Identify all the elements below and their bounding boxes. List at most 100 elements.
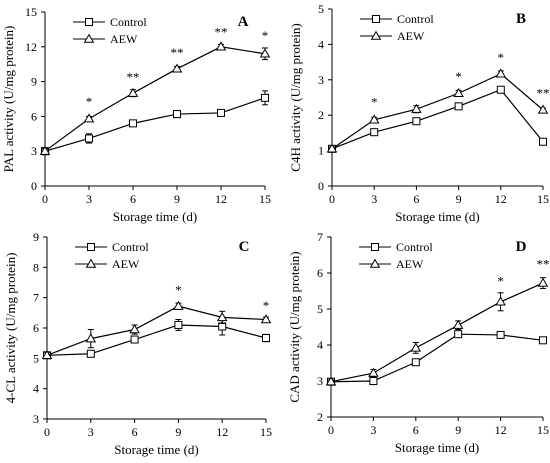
y-tick-label: 3 — [317, 374, 323, 388]
y-tick-label: 8 — [33, 260, 39, 274]
y-tick-label: 12 — [25, 40, 37, 54]
data-point-control — [262, 334, 270, 343]
y-tick-label: 5 — [318, 2, 324, 16]
significance-marker: ** — [127, 70, 140, 85]
x-tick-label: 15 — [537, 423, 549, 437]
y-tick-label: 9 — [31, 75, 37, 89]
panel-label: B — [516, 11, 526, 27]
data-point-control — [412, 117, 421, 126]
x-axis-title: Storage time (d) — [395, 440, 479, 455]
y-tick-label: 0 — [318, 179, 324, 193]
series-line-control — [331, 88, 544, 150]
series-aew — [41, 300, 272, 359]
data-point-control — [369, 377, 378, 385]
series-aew — [326, 68, 549, 153]
x-tick-label: 6 — [132, 425, 138, 439]
x-tick-label: 3 — [86, 192, 92, 206]
series-aew — [325, 277, 549, 386]
significance-marker: ** — [171, 45, 184, 60]
x-axis-title: Storage time (d) — [114, 442, 198, 457]
data-point-aew — [41, 349, 53, 359]
data-point-control — [411, 358, 420, 367]
x-tick-label: 3 — [370, 423, 376, 437]
data-point-control — [217, 108, 225, 117]
legend-marker-aew — [85, 258, 97, 268]
legend-marker-aew — [370, 30, 382, 40]
data-point-aew — [215, 41, 227, 51]
data-point-aew — [326, 143, 338, 153]
data-point-aew — [171, 63, 183, 73]
data-point-aew — [85, 333, 97, 343]
legend-label: AEW — [112, 257, 140, 271]
data-point-aew — [452, 319, 464, 329]
y-tick-label: 0 — [31, 179, 37, 193]
y-tick-label: 2 — [318, 108, 324, 122]
y-tick-label: 1 — [318, 144, 324, 158]
legend-label: Control — [396, 240, 433, 254]
data-point-control — [539, 137, 547, 146]
y-tick-label: 4 — [317, 338, 323, 352]
x-axis-title: Storage time (d) — [395, 209, 479, 224]
series-line-aew — [331, 73, 544, 150]
series-line-aew — [44, 46, 266, 152]
y-axis-title: C4H activity (U/mg protein) — [288, 23, 303, 171]
data-point-aew — [368, 114, 380, 124]
y-tick-label: 15 — [25, 5, 37, 19]
y-axis-title: 4-CL activity (U/mg protein) — [3, 253, 18, 404]
y-tick-label: 7 — [317, 230, 323, 244]
data-point-aew — [260, 314, 272, 324]
panel-label: A — [238, 14, 249, 30]
legend-label: Control — [110, 15, 147, 29]
series-control — [41, 90, 269, 156]
y-tick-label: 6 — [317, 266, 323, 280]
data-point-aew — [495, 296, 506, 306]
x-tick-label: 12 — [216, 425, 228, 439]
x-tick-label: 15 — [259, 192, 271, 206]
y-tick-label: 3 — [33, 412, 39, 426]
data-point-aew — [495, 68, 507, 78]
x-tick-label: 0 — [328, 423, 334, 437]
significance-marker: * — [371, 94, 378, 109]
y-tick-label: 5 — [33, 351, 39, 365]
data-point-aew — [83, 113, 95, 123]
series-line-control — [330, 333, 544, 383]
x-tick-label: 9 — [175, 425, 181, 439]
significance-marker: * — [498, 50, 505, 65]
data-point-aew — [325, 376, 337, 386]
x-axis-title: Storage time (d) — [113, 209, 197, 224]
data-point-aew — [537, 277, 549, 287]
legend: Control AEW — [360, 12, 434, 43]
series-control — [327, 330, 547, 386]
data-point-aew — [411, 103, 422, 113]
series-line-control — [44, 97, 266, 152]
panel-label: C — [239, 239, 250, 255]
y-tick-label: 4 — [33, 382, 39, 396]
significance-marker: ** — [537, 86, 550, 101]
x-tick-label: 6 — [130, 192, 136, 206]
legend-label: AEW — [396, 257, 424, 271]
series-control — [43, 317, 270, 360]
data-point-aew — [129, 324, 140, 334]
legend-marker-control — [372, 15, 380, 23]
legend: Control AEW — [359, 240, 433, 271]
data-point-aew — [173, 300, 184, 310]
data-point-control — [85, 134, 93, 143]
data-point-aew — [127, 87, 139, 97]
data-point-control — [496, 85, 505, 94]
data-point-control — [454, 102, 463, 111]
legend: Control AEW — [75, 240, 149, 271]
x-tick-label: 9 — [455, 423, 461, 437]
x-tick-label: 6 — [413, 423, 419, 437]
x-tick-label: 0 — [329, 192, 335, 206]
significance-marker: * — [175, 283, 182, 298]
series-line-aew — [46, 305, 267, 356]
y-tick-label: 9 — [33, 230, 39, 244]
legend-label: Control — [112, 240, 149, 254]
significance-marker: * — [262, 28, 269, 43]
data-point-control — [173, 110, 181, 119]
legend-label: AEW — [110, 32, 138, 46]
y-tick-label: 2 — [317, 410, 323, 424]
y-tick-label: 7 — [33, 291, 39, 305]
